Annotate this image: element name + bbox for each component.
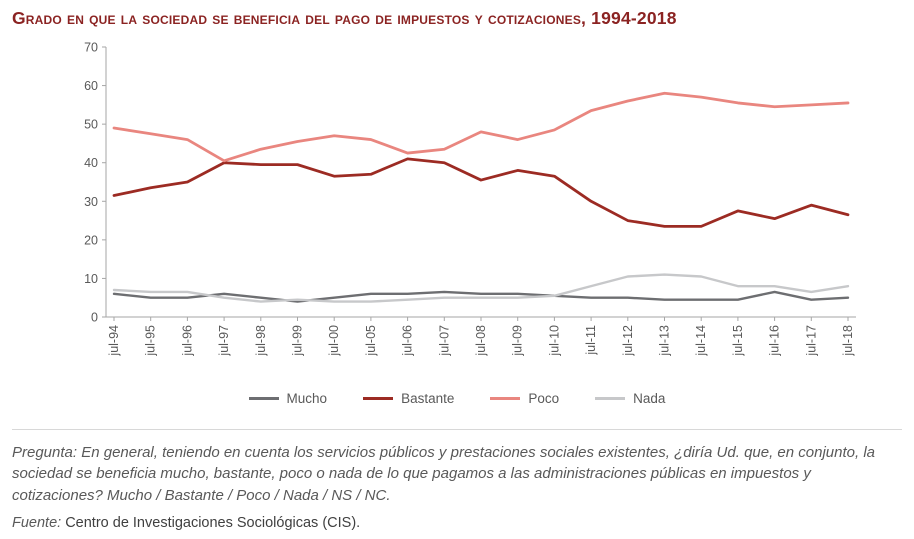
legend-swatch-bastante [363,396,394,400]
x-axis-tick-label: jul-18 [841,325,855,357]
y-axis-tick-label: 10 [84,272,98,286]
series-line-mucho [112,290,850,303]
x-axis-tick-label: jul-13 [658,325,672,357]
x-axis-tick-label: jul-97 [217,325,231,357]
x-axis-tick-label: jul-14 [694,325,708,357]
y-axis-tick-label: 0 [91,311,98,325]
series-line-poco [112,91,850,163]
x-axis-tick-label: jul-12 [621,325,635,357]
y-axis-tick-label: 20 [84,233,98,247]
chart-legend: Mucho Bastante Poco Nada [12,389,902,407]
legend-label-bastante: Bastante [401,390,455,406]
x-axis-tick-label: jul-09 [511,325,525,357]
x-axis-tick-label: jul-16 [768,325,782,357]
y-axis-tick-label: 40 [84,156,98,170]
x-axis-tick-label: jul-05 [364,325,378,357]
x-axis-tick-label: jul-11 [584,325,598,356]
legend-item-nada: Nada [595,391,665,406]
legend-swatch-poco [490,396,521,400]
legend-label-poco: Poco [528,390,560,406]
x-axis-tick-label: jul-00 [327,325,341,357]
x-axis-tick-label: jul-96 [180,325,194,357]
separator-line [12,429,902,430]
legend-swatch-mucho [248,396,279,400]
x-axis-tick-label: jul-95 [144,325,158,357]
source-text: Centro de Investigaciones Sociológicas (… [61,514,361,531]
series-line-nada [112,273,850,303]
x-axis-tick-label: jul-10 [547,325,561,357]
legend-label-nada: Nada [633,390,666,406]
question-text: En general, teniendo en cuenta los servi… [12,444,876,504]
x-axis-tick-label: jul-06 [401,325,415,357]
legend-item-bastante: Bastante [363,391,454,406]
legend-item-mucho: Mucho [248,390,328,406]
series-line-bastante [112,157,850,228]
legend-swatch-nada [595,396,626,400]
y-axis-tick-label: 50 [84,118,98,132]
legend-label-mucho: Mucho [286,390,328,406]
y-axis-tick-label: 30 [84,195,98,209]
page-title: Grado en que la sociedad se beneficia de… [12,8,677,28]
source-label: Fuente: [12,514,62,531]
source-line: Fuente: Centro de Investigaciones Sociol… [12,515,902,531]
line-chart-svg: 0 10 20 30 40 50 60 70 jul-94 jul-95 jul-96 jul-97 j… [84,41,856,357]
question-paragraph: Pregunta: En general, teniendo en cuenta… [12,442,902,506]
x-axis-tick-label: jul-99 [291,325,305,357]
x-axis-tick-label: jul-08 [474,325,488,357]
x-axis-tick-label: jul-98 [254,325,268,357]
x-axis-tick-label: jul-17 [804,325,818,357]
question-label: Pregunta: [12,444,78,461]
x-axis-tick-label: jul-07 [437,325,451,357]
y-axis-tick-label: 60 [84,79,98,93]
x-axis-tick-label: jul-15 [731,325,745,357]
x-axis-tick-label: jul-94 [107,325,121,357]
y-axis-tick-label: 70 [84,41,98,55]
legend-item-poco: Poco [490,391,559,406]
